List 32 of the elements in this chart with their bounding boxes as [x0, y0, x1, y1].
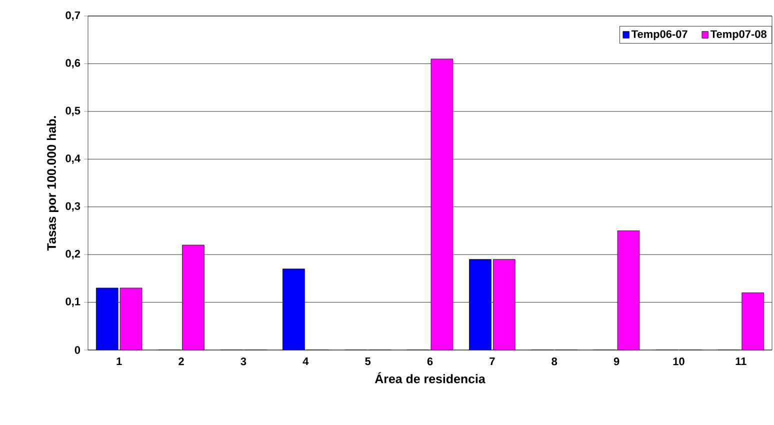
x-tick-label: 7 [490, 358, 495, 366]
y-tick-label: 0,5 [66, 106, 80, 116]
legend-label: Temp07-08 [710, 30, 766, 40]
x-tick-label: 9 [614, 358, 620, 366]
y-tick-label: 0,3 [66, 202, 80, 212]
bar [492, 259, 516, 350]
bar [430, 58, 454, 350]
x-axis-title: Área de residencia [374, 372, 486, 384]
x-tick-label: 11 [736, 358, 746, 366]
x-tick-label: 4 [302, 358, 309, 366]
bar [120, 288, 142, 350]
legend-label: Temp06-07 [631, 30, 688, 40]
x-tick-label: 3 [240, 358, 246, 366]
bar [742, 292, 764, 350]
y-tick-label: 0 [74, 346, 80, 354]
y-tick-label: 0,1 [66, 298, 80, 307]
y-tick-label: 0,4 [66, 154, 80, 164]
x-tick-label: 10 [673, 358, 684, 366]
bar [96, 288, 118, 350]
x-tick-label: 8 [552, 358, 558, 366]
x-tick-label: 2 [178, 358, 184, 366]
x-tick-label: 5 [365, 358, 371, 366]
bar [469, 259, 492, 350]
x-tick-label: 1 [116, 358, 122, 366]
x-tick-label: 6 [427, 358, 433, 366]
bar [282, 268, 305, 350]
y-tick-label: 0,6 [66, 59, 80, 68]
bar [617, 230, 640, 350]
y-tick-label: 0,2 [66, 250, 80, 260]
y-tick-label: 0,7 [66, 11, 80, 21]
y-axis-title: Tasas por 100.000 hab. [46, 116, 58, 251]
bar [182, 244, 204, 350]
